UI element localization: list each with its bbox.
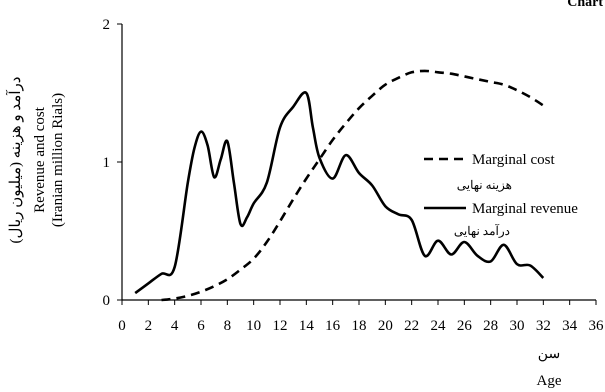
x-tick-label: 0	[118, 318, 126, 334]
x-tick-label: 30	[510, 318, 525, 334]
x-tick-label: 12	[273, 318, 288, 334]
x-axis-label-en: Age	[537, 373, 562, 389]
y-axis-ticks: 0 1 2	[103, 17, 122, 309]
legend: Marginal cost هزینه نهایی Marginal reven…	[424, 152, 578, 238]
x-tick-label: 36	[589, 318, 605, 334]
x-tick-label: 8	[224, 318, 232, 334]
legend-marginal-revenue-label: Marginal revenue	[472, 201, 578, 217]
x-tick-label: 28	[483, 318, 498, 334]
legend-marginal-cost-label-fa: هزینه نهایی	[457, 178, 512, 192]
x-axis-ticks: 0 2 4 6 8 10 12 14 16 18 20 22 24 26 28 30 32 34 36	[118, 300, 604, 334]
series-layer	[134, 69, 545, 302]
corner-title: Chart	[567, 0, 603, 10]
y-axis-label-fa: درآمد و هزینه (میلیون ریال)	[6, 77, 24, 244]
x-tick-label: 6	[197, 318, 205, 334]
x-axis-label-fa: سن	[538, 347, 560, 362]
x-tick-label: 22	[404, 318, 419, 334]
legend-marginal-revenue-label-fa: درآمد نهایی	[454, 223, 510, 238]
x-tick-label: 16	[325, 318, 341, 334]
x-tick-label: 32	[536, 318, 551, 334]
x-tick-label: 34	[562, 318, 578, 334]
y-tick-label: 1	[103, 155, 111, 171]
x-tick-label: 24	[431, 318, 447, 334]
x-tick-label: 20	[378, 318, 393, 334]
series-line-marginal-revenue	[134, 91, 545, 295]
x-tick-label: 26	[457, 318, 473, 334]
y-axis-label-en-1: Revenue and cost	[32, 106, 48, 213]
x-tick-label: 14	[299, 318, 315, 334]
y-tick-label: 0	[103, 293, 111, 309]
legend-marginal-cost-label: Marginal cost	[472, 152, 555, 168]
y-tick-label: 2	[103, 17, 111, 33]
x-tick-label: 10	[246, 318, 261, 334]
series-line-marginal-cost	[161, 69, 544, 302]
x-tick-label: 4	[171, 318, 179, 334]
x-tick-label: 2	[145, 318, 153, 334]
x-tick-label: 18	[352, 318, 367, 334]
y-axis-label-en-2: (Iranian million Rials)	[50, 93, 66, 227]
